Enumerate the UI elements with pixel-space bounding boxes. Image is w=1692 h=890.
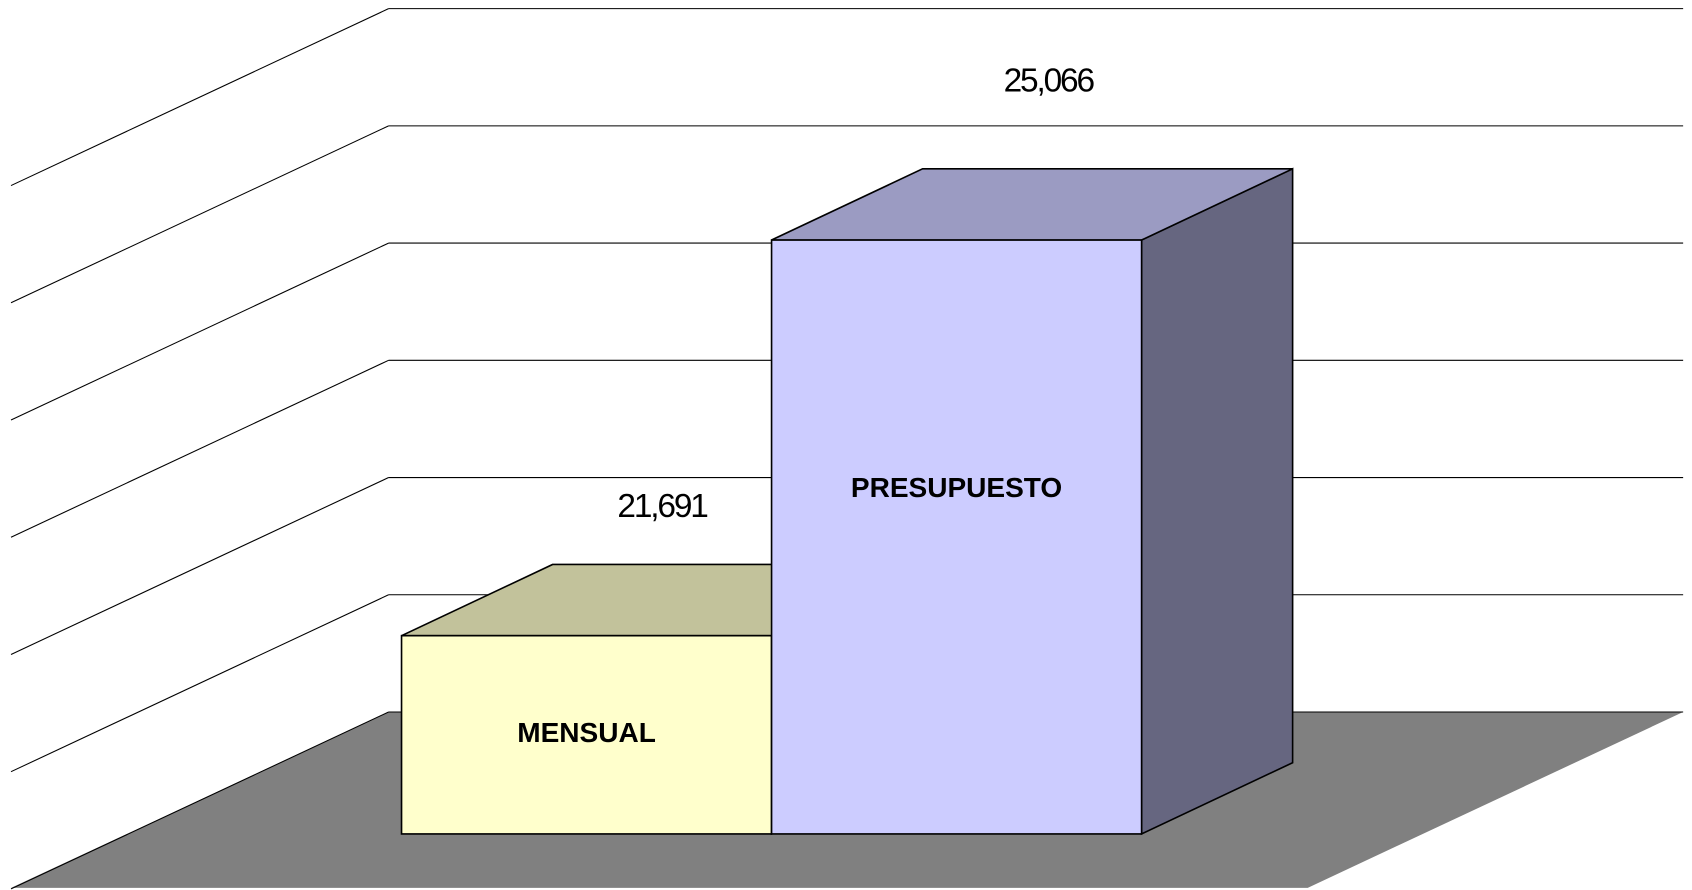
grid-line xyxy=(10,242,389,421)
grid-line xyxy=(10,125,389,304)
grid-line xyxy=(10,594,389,773)
data-label: 21,691 xyxy=(617,488,707,525)
grid-line xyxy=(10,8,389,187)
grid-line xyxy=(10,477,389,655)
category-label: PRESUPUESTO xyxy=(851,472,1062,503)
bar-side xyxy=(1140,167,1294,836)
bar-front xyxy=(770,239,1143,835)
grid-line xyxy=(10,711,389,890)
grid-line xyxy=(10,359,389,538)
bar xyxy=(770,167,1294,836)
data-label: 25,066 xyxy=(1004,62,1095,99)
category-label: MENSUAL xyxy=(517,717,656,748)
